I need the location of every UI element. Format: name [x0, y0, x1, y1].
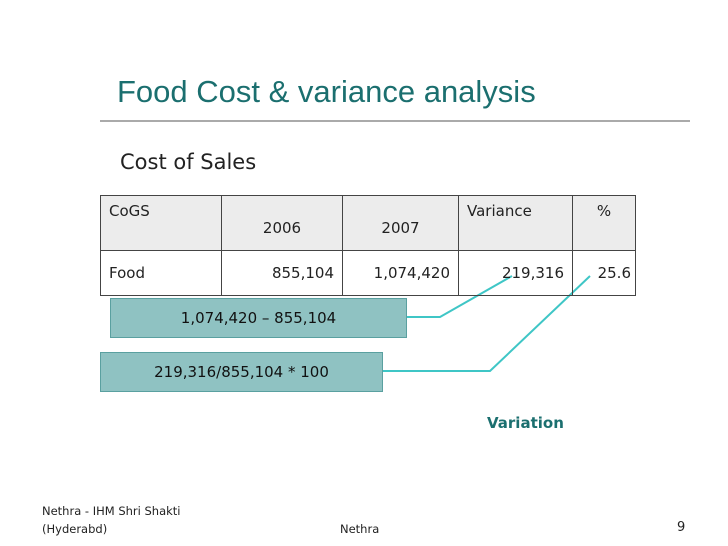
footer-text: (Hyderabd): [42, 522, 108, 536]
footer-text: Nethra: [340, 522, 380, 536]
cell: Food: [100, 250, 222, 296]
header-cell: %: [572, 195, 636, 251]
header-row: CoGS 2006 2007 Variance %: [100, 195, 636, 251]
header-cell: 2007: [342, 195, 459, 251]
page-number: 9: [677, 520, 686, 535]
cell: 1,074,420: [342, 250, 459, 296]
data-row: Food 855,104 1,074,420 219,316 25.6: [100, 250, 636, 296]
note: Variation: [487, 414, 564, 432]
cost-table: CoGS 2006 2007 Variance % Food 855,104 1…: [100, 195, 636, 296]
formula-box: 219,316/855,104 * 100: [100, 352, 383, 392]
subtitle: Cost of Sales: [120, 150, 257, 174]
slide-title: Food Cost & variance analysis: [117, 74, 536, 109]
formula-box: 1,074,420 – 855,104: [110, 298, 407, 338]
arrow: [382, 275, 591, 372]
cell: 25.6: [572, 250, 636, 296]
footer-text: Nethra - IHM Shri Shakti: [42, 504, 181, 518]
cell: 219,316: [458, 250, 573, 296]
header-cell: CoGS: [100, 195, 222, 251]
cell: 855,104: [221, 250, 343, 296]
header-cell: 2006: [221, 195, 343, 251]
header-cell: Variance: [458, 195, 573, 251]
